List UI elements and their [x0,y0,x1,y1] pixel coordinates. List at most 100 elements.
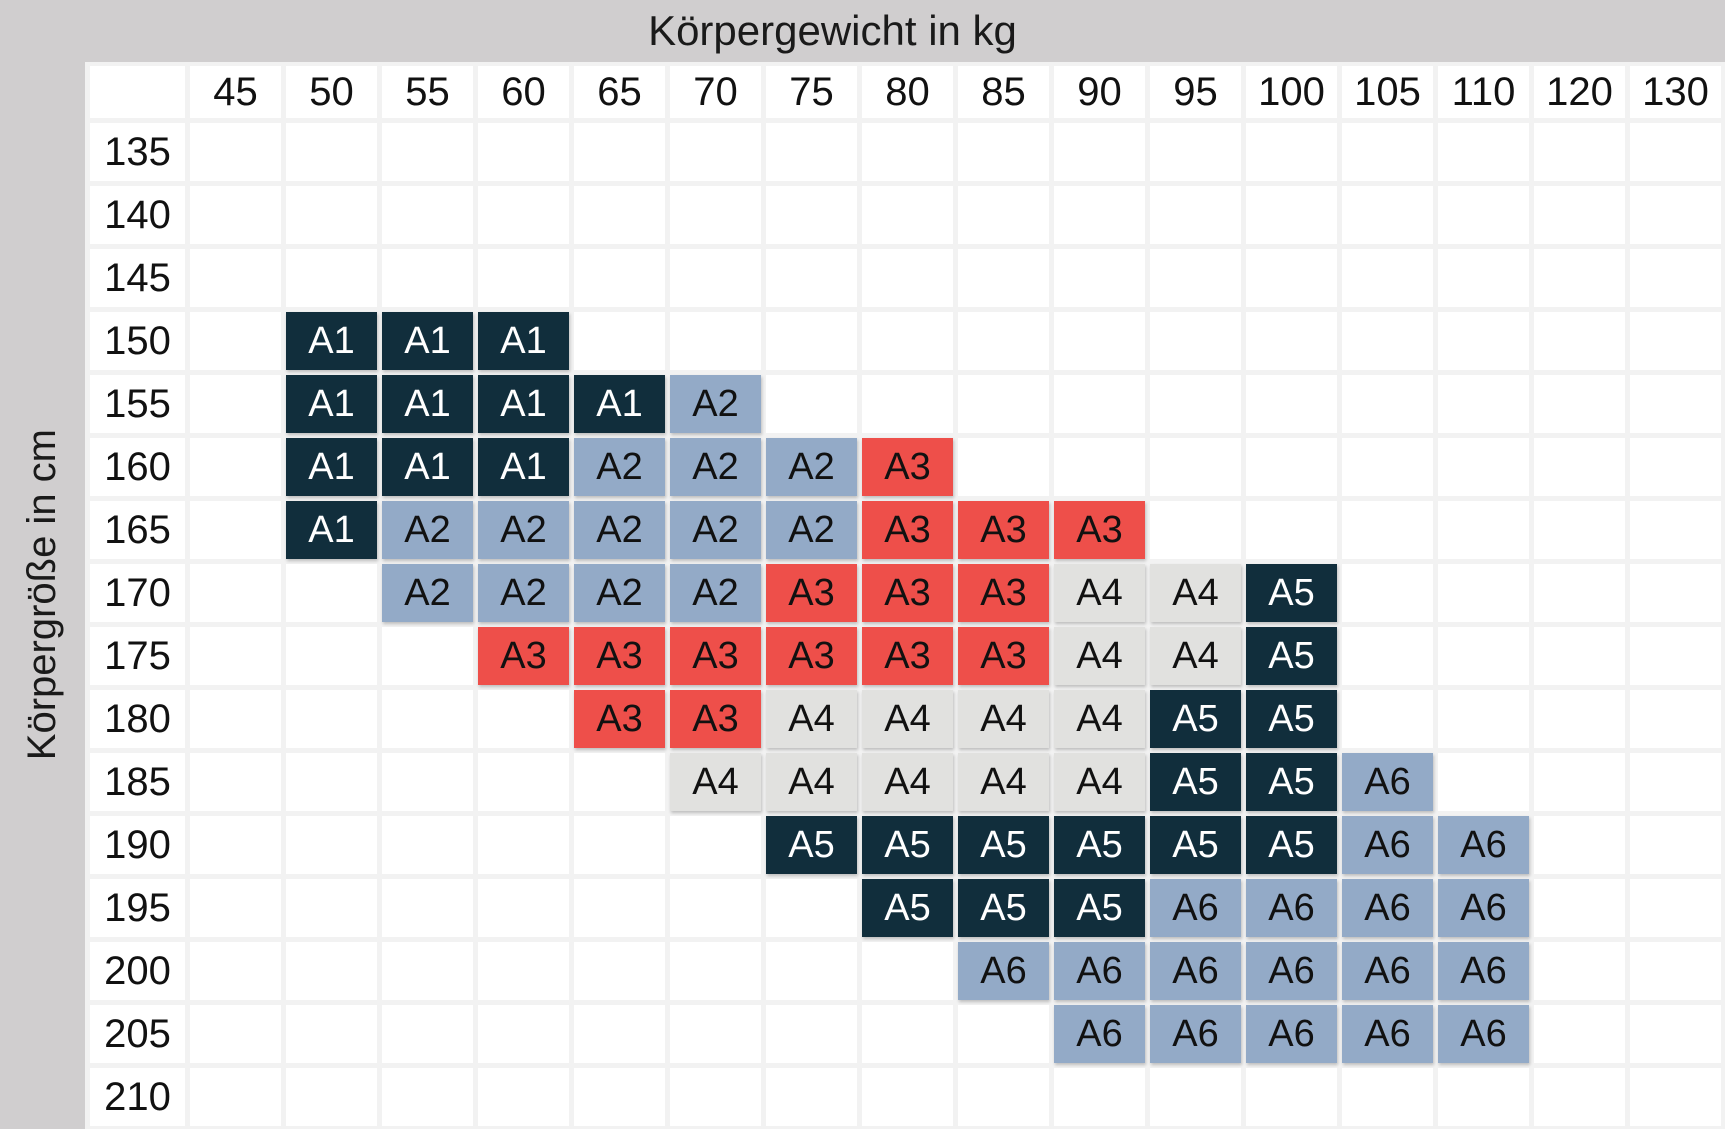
matrix-cell-75-135 [766,123,857,181]
matrix-cell-105-140 [1342,186,1433,244]
matrix-cell-50-170 [286,564,377,622]
matrix-cell-55-180 [382,690,473,748]
matrix-cell-45-160 [190,438,281,496]
matrix-cell-50-190 [286,816,377,874]
matrix-cell-95-200: A6 [1150,942,1241,1000]
matrix-cell-100-200: A6 [1246,942,1337,1000]
row-label-195: 195 [90,879,185,937]
matrix-cell-90-205: A6 [1054,1005,1145,1063]
matrix-cell-60-160: A1 [478,438,569,496]
matrix-cell-65-155: A1 [574,375,665,433]
matrix-cell-95-155 [1150,375,1241,433]
matrix-cell-70-200 [670,942,761,1000]
matrix-cell-50-135 [286,123,377,181]
col-header-90: 90 [1054,66,1145,118]
matrix-cell-100-165 [1246,501,1337,559]
matrix-cell-55-170: A2 [382,564,473,622]
matrix-cell-45-135 [190,123,281,181]
col-header-130: 130 [1630,66,1721,118]
matrix-cell-100-210 [1246,1068,1337,1126]
matrix-cell-95-145 [1150,249,1241,307]
row-label-145: 145 [90,249,185,307]
matrix-cell-75-205 [766,1005,857,1063]
matrix-cell-100-190: A5 [1246,816,1337,874]
matrix-cell-75-155 [766,375,857,433]
matrix-cell-80-185: A4 [862,753,953,811]
row-label-170: 170 [90,564,185,622]
matrix-cell-90-200: A6 [1054,942,1145,1000]
matrix-cell-105-210 [1342,1068,1433,1126]
matrix-cell-50-205 [286,1005,377,1063]
matrix-cell-45-175 [190,627,281,685]
matrix-cell-70-180: A3 [670,690,761,748]
x-axis-title: Körpergewicht in kg [648,7,1017,54]
matrix-cell-80-190: A5 [862,816,953,874]
matrix-cell-95-150 [1150,312,1241,370]
row-label-165: 165 [90,501,185,559]
matrix-cell-75-160: A2 [766,438,857,496]
matrix-cell-60-140 [478,186,569,244]
matrix-cell-110-165 [1438,501,1529,559]
matrix-cell-65-145 [574,249,665,307]
matrix-cell-90-210 [1054,1068,1145,1126]
matrix-cell-60-155: A1 [478,375,569,433]
matrix-cell-55-145 [382,249,473,307]
matrix-cell-105-180 [1342,690,1433,748]
matrix-cell-100-175: A5 [1246,627,1337,685]
matrix-cell-105-135 [1342,123,1433,181]
row-label-180: 180 [90,690,185,748]
matrix-cell-60-170: A2 [478,564,569,622]
matrix-cell-110-205: A6 [1438,1005,1529,1063]
matrix-cell-120-195 [1534,879,1625,937]
row-label-135: 135 [90,123,185,181]
matrix-cell-100-185: A5 [1246,753,1337,811]
matrix-cell-120-185 [1534,753,1625,811]
matrix-cell-80-180: A4 [862,690,953,748]
matrix-cell-90-150 [1054,312,1145,370]
matrix-cell-70-135 [670,123,761,181]
matrix-cell-60-135 [478,123,569,181]
matrix-cell-70-170: A2 [670,564,761,622]
col-header-110: 110 [1438,66,1529,118]
matrix-cell-65-210 [574,1068,665,1126]
matrix-cell-45-195 [190,879,281,937]
matrix-cell-75-150 [766,312,857,370]
matrix-cell-110-150 [1438,312,1529,370]
matrix-cell-70-150 [670,312,761,370]
matrix-cell-65-190 [574,816,665,874]
matrix-cell-130-145 [1630,249,1721,307]
matrix-cell-110-190: A6 [1438,816,1529,874]
matrix-cell-45-170 [190,564,281,622]
matrix-cell-80-150 [862,312,953,370]
matrix-cell-95-165 [1150,501,1241,559]
matrix-cell-100-135 [1246,123,1337,181]
matrix-cell-65-205 [574,1005,665,1063]
matrix-cell-120-190 [1534,816,1625,874]
matrix-cell-95-185: A5 [1150,753,1241,811]
matrix-cell-130-180 [1630,690,1721,748]
matrix-cell-50-180 [286,690,377,748]
row-label-160: 160 [90,438,185,496]
matrix-cell-80-145 [862,249,953,307]
col-header-100: 100 [1246,66,1337,118]
col-header-95: 95 [1150,66,1241,118]
matrix-cell-130-185 [1630,753,1721,811]
matrix-cell-45-155 [190,375,281,433]
matrix-cell-85-175: A3 [958,627,1049,685]
matrix-cell-80-140 [862,186,953,244]
matrix-cell-100-170: A5 [1246,564,1337,622]
matrix-cell-105-205: A6 [1342,1005,1433,1063]
matrix-cell-120-140 [1534,186,1625,244]
row-label-190: 190 [90,816,185,874]
matrix-cell-55-160: A1 [382,438,473,496]
matrix-cell-75-180: A4 [766,690,857,748]
matrix-cell-130-210 [1630,1068,1721,1126]
matrix-cell-95-180: A5 [1150,690,1241,748]
matrix-cell-70-210 [670,1068,761,1126]
matrix-cell-80-195: A5 [862,879,953,937]
row-label-200: 200 [90,942,185,1000]
matrix-cell-50-195 [286,879,377,937]
matrix-cell-85-160 [958,438,1049,496]
matrix-cell-55-190 [382,816,473,874]
matrix-cell-95-175: A4 [1150,627,1241,685]
